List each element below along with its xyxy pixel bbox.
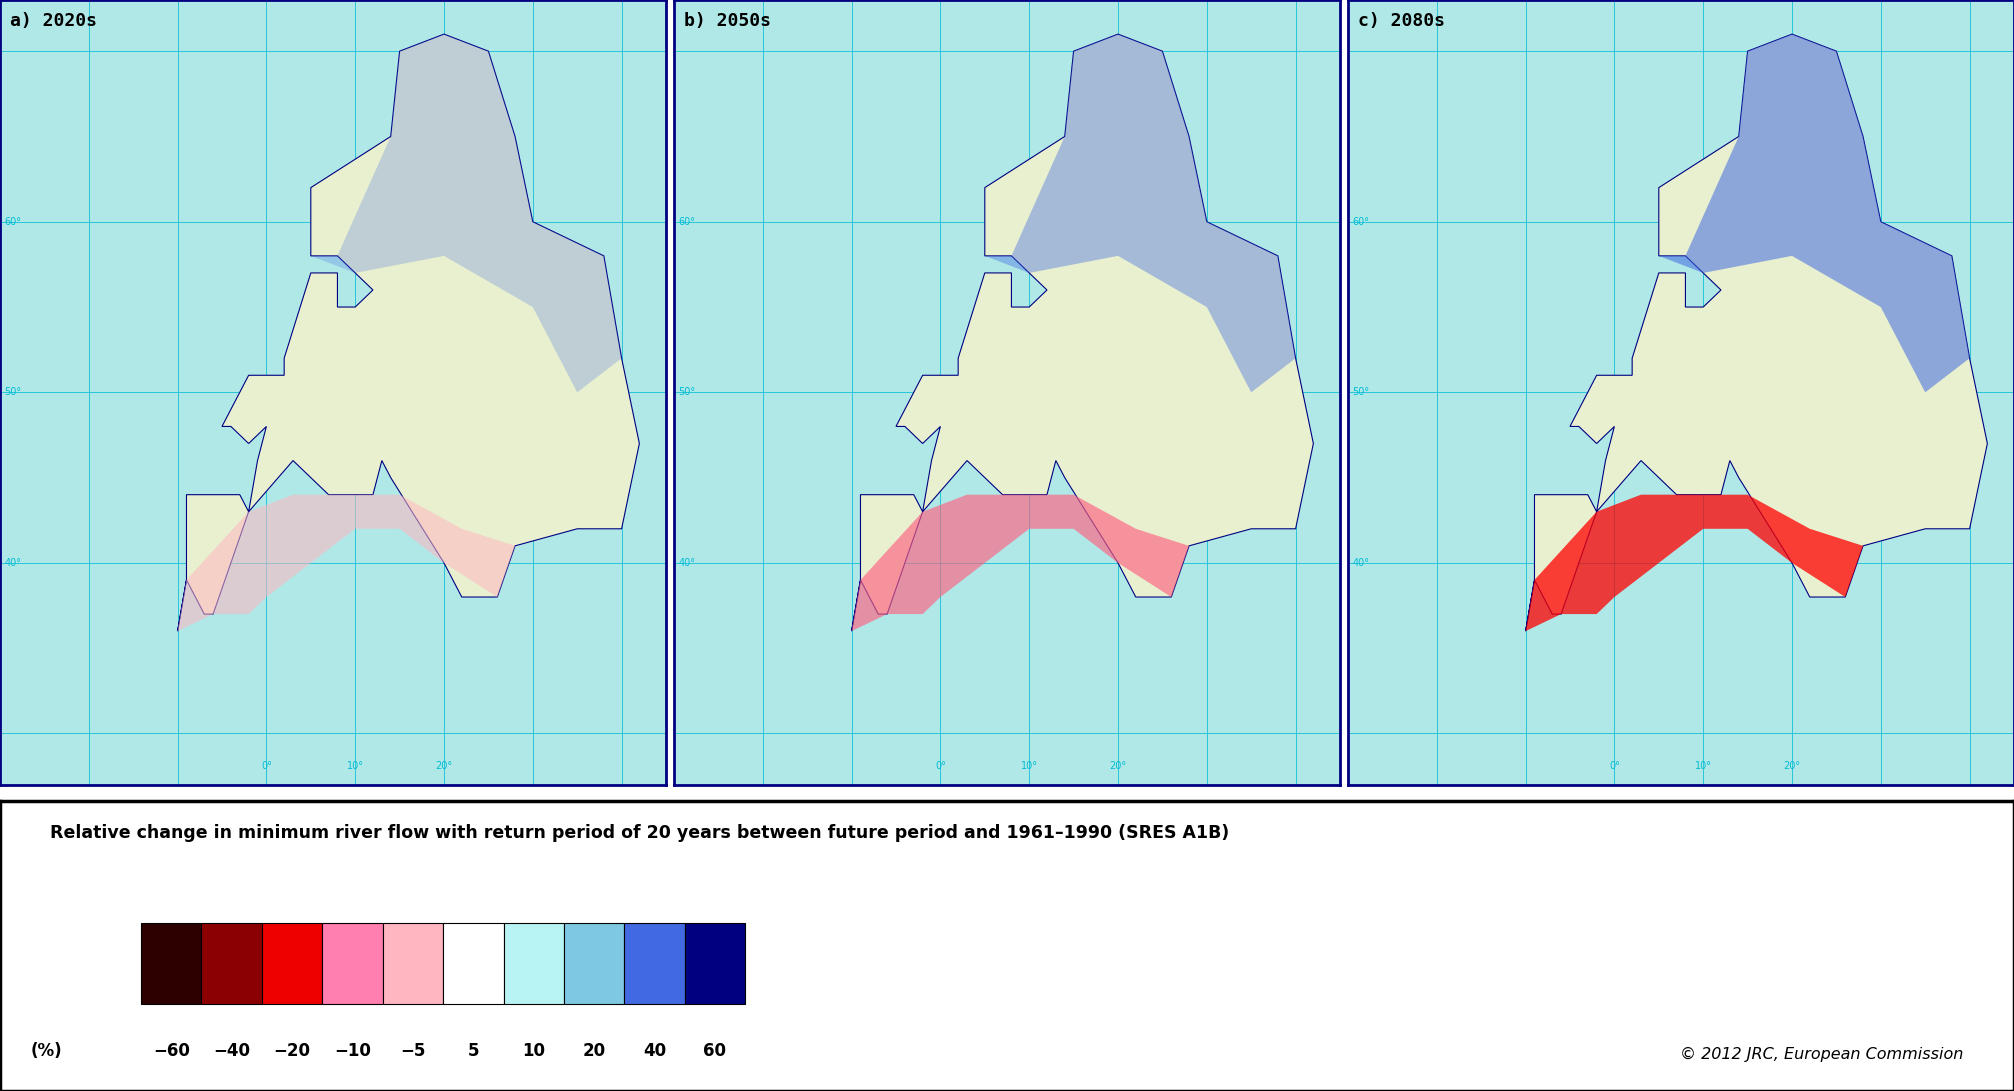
Text: 20°: 20° <box>1110 762 1126 771</box>
Text: 20°: 20° <box>435 762 453 771</box>
Text: a) 2020s: a) 2020s <box>10 12 97 29</box>
Text: 0°: 0° <box>262 762 272 771</box>
Bar <box>504 923 564 1004</box>
Text: 40°: 40° <box>4 558 22 568</box>
Text: 40°: 40° <box>679 558 695 568</box>
Polygon shape <box>177 34 638 631</box>
Polygon shape <box>1660 34 1970 393</box>
Polygon shape <box>1525 494 1863 631</box>
Text: 20°: 20° <box>1784 762 1801 771</box>
Text: 40: 40 <box>642 1042 667 1059</box>
Polygon shape <box>985 34 1295 393</box>
Bar <box>685 923 745 1004</box>
Text: 60°: 60° <box>679 217 695 227</box>
Bar <box>322 923 383 1004</box>
Text: 20: 20 <box>582 1042 606 1059</box>
Text: 40°: 40° <box>1353 558 1370 568</box>
Text: −10: −10 <box>334 1042 371 1059</box>
Text: 5: 5 <box>467 1042 479 1059</box>
Text: © 2012 JRC, European Commission: © 2012 JRC, European Commission <box>1680 1047 1964 1062</box>
Bar <box>624 923 685 1004</box>
Polygon shape <box>177 494 516 631</box>
Text: −40: −40 <box>213 1042 250 1059</box>
Text: 10°: 10° <box>1694 762 1712 771</box>
Text: 10°: 10° <box>1021 762 1037 771</box>
Bar <box>443 923 504 1004</box>
Polygon shape <box>852 34 1313 631</box>
Text: b) 2050s: b) 2050s <box>685 12 771 29</box>
Polygon shape <box>852 494 1188 631</box>
Text: −60: −60 <box>153 1042 189 1059</box>
Text: 50°: 50° <box>679 387 695 397</box>
Text: 0°: 0° <box>1609 762 1619 771</box>
Text: Relative change in minimum river flow with return period of 20 years between fut: Relative change in minimum river flow wi… <box>50 824 1231 842</box>
Text: 0°: 0° <box>934 762 947 771</box>
Text: 50°: 50° <box>1353 387 1370 397</box>
Polygon shape <box>1525 34 1988 631</box>
Text: c) 2080s: c) 2080s <box>1357 12 1444 29</box>
Text: −5: −5 <box>401 1042 425 1059</box>
Bar <box>383 923 443 1004</box>
Text: 60: 60 <box>703 1042 727 1059</box>
Bar <box>564 923 624 1004</box>
Text: 60°: 60° <box>4 217 22 227</box>
Text: 10: 10 <box>522 1042 546 1059</box>
Text: −20: −20 <box>274 1042 310 1059</box>
Bar <box>141 923 201 1004</box>
Text: (%): (%) <box>30 1042 62 1059</box>
Bar <box>262 923 322 1004</box>
Polygon shape <box>310 34 622 393</box>
Bar <box>201 923 262 1004</box>
Text: 50°: 50° <box>4 387 22 397</box>
Text: 10°: 10° <box>346 762 365 771</box>
Text: 60°: 60° <box>1353 217 1370 227</box>
